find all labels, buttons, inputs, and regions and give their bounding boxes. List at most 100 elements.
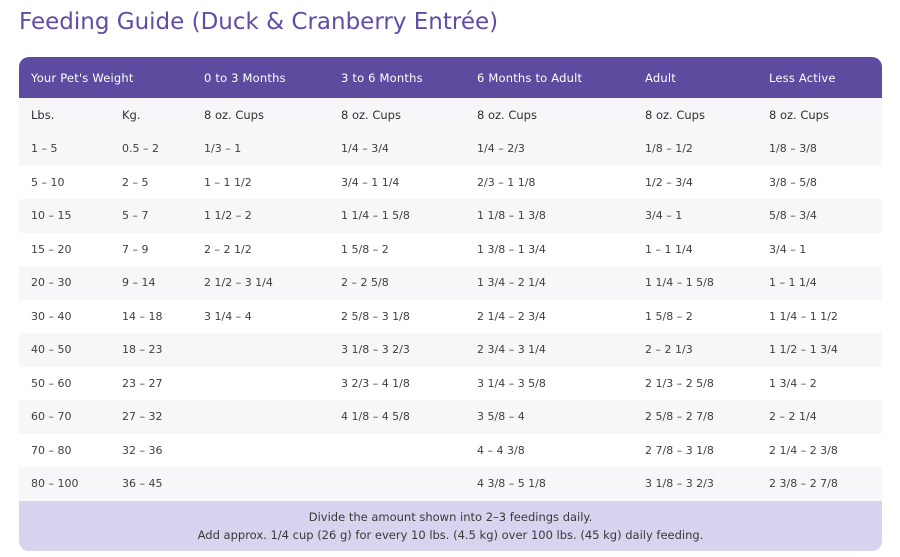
table-cell: 60 – 70	[31, 410, 72, 424]
table-cell: 1 1/4 – 1 5/8	[645, 276, 714, 290]
table-cell: 27 – 32	[122, 410, 163, 424]
table-cell: 1/3 – 1	[204, 142, 242, 156]
unit-kg: Kg.	[122, 108, 141, 122]
header-weight: Your Pet's Weight	[31, 70, 134, 85]
table-header-row: Your Pet's Weight 0 to 3 Months 3 to 6 M…	[19, 57, 882, 98]
table-row: 30 – 40 14 – 18 3 1/4 – 4 2 5/8 – 3 1/8 2 1/…	[19, 299, 882, 333]
table-cell: 2 – 2 1/4	[769, 410, 817, 424]
table-cell: 20 – 30	[31, 276, 72, 290]
table-cell: 2 3/8 – 2 7/8	[769, 477, 838, 491]
table-cell: 4 3/8 – 5 1/8	[477, 477, 546, 491]
unit-lbs: Lbs.	[31, 108, 55, 122]
table-cell: 4 1/8 – 4 5/8	[341, 410, 410, 424]
table-cell: 1/4 – 2/3	[477, 142, 525, 156]
table-row: 40 – 50 18 – 23 3 1/8 – 3 2/3 2 3/4 – 3 1/4…	[19, 333, 882, 367]
table-cell: 2 1/4 – 2 3/8	[769, 443, 838, 457]
table-units-row: Lbs. Kg. 8 oz. Cups 8 oz. Cups 8 oz. Cup…	[19, 98, 882, 132]
table-cell: 2 – 2 1/2	[204, 242, 252, 256]
header-less-active: Less Active	[769, 70, 836, 85]
table-cell: 1 5/8 – 2	[645, 309, 693, 323]
table-cell: 1 3/4 – 2	[769, 376, 817, 390]
table-cell: 2 – 5	[122, 175, 149, 189]
table-row: 70 – 80 32 – 36 4 – 4 3/8 2 7/8 – 3 1/8 2 1/…	[19, 433, 882, 467]
table-body: 1 – 5 0.5 – 2 1/3 – 1 1/4 – 3/4 1/4 – 2/3 1/8…	[19, 132, 882, 501]
table-footer-note: Divide the amount shown into 2–3 feeding…	[19, 500, 882, 551]
table-cell: 2 – 2 5/8	[341, 276, 389, 290]
table-cell: 9 – 14	[122, 276, 156, 290]
table-cell: 5 – 10	[31, 175, 65, 189]
table-cell: 3/4 – 1	[645, 209, 683, 223]
table-cell: 1/4 – 3/4	[341, 142, 389, 156]
table-cell: 2 – 2 1/3	[645, 343, 693, 357]
page-title: Feeding Guide (Duck & Cranberry Entrée)	[19, 9, 499, 35]
unit-cups: 8 oz. Cups	[645, 108, 705, 122]
table-cell: 5/8 – 3/4	[769, 209, 817, 223]
table-row: 80 – 100 36 – 45 4 3/8 – 5 1/8 3 1/8 – 3 2/…	[19, 467, 882, 501]
header-0-3-months: 0 to 3 Months	[204, 70, 286, 85]
table-cell: 2 1/4 – 2 3/4	[477, 309, 546, 323]
table-cell: 23 – 27	[122, 376, 163, 390]
table-cell: 7 – 9	[122, 242, 149, 256]
table-cell: 70 – 80	[31, 443, 72, 457]
table-row: 5 – 10 2 – 5 1 – 1 1/2 3/4 – 1 1/4 2/3 – 1 1…	[19, 165, 882, 199]
table-cell: 4 – 4 3/8	[477, 443, 525, 457]
table-cell: 3/8 – 5/8	[769, 175, 817, 189]
table-cell: 14 – 18	[122, 309, 163, 323]
table-cell: 18 – 23	[122, 343, 163, 357]
table-row: 1 – 5 0.5 – 2 1/3 – 1 1/4 – 3/4 1/4 – 2/3 1/8…	[19, 132, 882, 166]
table-cell: 3 1/8 – 3 2/3	[645, 477, 714, 491]
table-cell: 3 1/4 – 4	[204, 309, 252, 323]
table-cell: 1 1/4 – 1 1/2	[769, 309, 838, 323]
table-cell: 0.5 – 2	[122, 142, 159, 156]
table-row: 15 – 20 7 – 9 2 – 2 1/2 1 5/8 – 2 1 3/8 – 1 …	[19, 232, 882, 266]
table-cell: 10 – 15	[31, 209, 72, 223]
table-cell: 32 – 36	[122, 443, 163, 457]
table-cell: 1 – 1 1/4	[645, 242, 693, 256]
table-cell: 1/8 – 3/8	[769, 142, 817, 156]
footer-line-2: Add approx. 1/4 cup (26 g) for every 10 …	[197, 527, 704, 542]
footer-line-1: Divide the amount shown into 2–3 feeding…	[308, 509, 593, 524]
table-cell: 1/8 – 1/2	[645, 142, 693, 156]
header-adult: Adult	[645, 70, 676, 85]
table-cell: 1 3/8 – 1 3/4	[477, 242, 546, 256]
table-cell: 5 – 7	[122, 209, 149, 223]
table-row: 20 – 30 9 – 14 2 1/2 – 3 1/4 2 – 2 5/8 1 3/4…	[19, 266, 882, 300]
table-row: 50 – 60 23 – 27 3 2/3 – 4 1/8 3 1/4 – 3 5/8…	[19, 366, 882, 400]
table-cell: 3 2/3 – 4 1/8	[341, 376, 410, 390]
table-cell: 36 – 45	[122, 477, 163, 491]
table-row: 10 – 15 5 – 7 1 1/2 – 2 1 1/4 – 1 5/8 1 1/8 …	[19, 199, 882, 233]
unit-cups: 8 oz. Cups	[477, 108, 537, 122]
table-row: 60 – 70 27 – 32 4 1/8 – 4 5/8 3 5/8 – 4 2 5/…	[19, 400, 882, 434]
header-6-months-adult: 6 Months to Adult	[477, 70, 583, 85]
table-cell: 3/4 – 1 1/4	[341, 175, 400, 189]
table-cell: 1 – 5	[31, 142, 58, 156]
table-cell: 1/2 – 3/4	[645, 175, 693, 189]
table-cell: 2 5/8 – 3 1/8	[341, 309, 410, 323]
header-3-6-months: 3 to 6 Months	[341, 70, 423, 85]
table-cell: 1 3/4 – 2 1/4	[477, 276, 546, 290]
table-cell: 80 – 100	[31, 477, 79, 491]
table-cell: 2/3 – 1 1/8	[477, 175, 536, 189]
unit-cups: 8 oz. Cups	[341, 108, 401, 122]
table-cell: 30 – 40	[31, 309, 72, 323]
table-cell: 2 1/3 – 2 5/8	[645, 376, 714, 390]
table-cell: 40 – 50	[31, 343, 72, 357]
table-cell: 2 1/2 – 3 1/4	[204, 276, 273, 290]
table-cell: 3 1/4 – 3 5/8	[477, 376, 546, 390]
table-cell: 2 5/8 – 2 7/8	[645, 410, 714, 424]
table-cell: 50 – 60	[31, 376, 72, 390]
table-cell: 1 1/2 – 1 3/4	[769, 343, 838, 357]
table-cell: 3 1/8 – 3 2/3	[341, 343, 410, 357]
table-cell: 3 5/8 – 4	[477, 410, 525, 424]
table-cell: 1 1/8 – 1 3/8	[477, 209, 546, 223]
table-cell: 1 – 1 1/4	[769, 276, 817, 290]
table-cell: 2 7/8 – 3 1/8	[645, 443, 714, 457]
table-cell: 1 5/8 – 2	[341, 242, 389, 256]
table-cell: 15 – 20	[31, 242, 72, 256]
table-cell: 1 1/4 – 1 5/8	[341, 209, 410, 223]
feeding-table: Your Pet's Weight 0 to 3 Months 3 to 6 M…	[19, 57, 882, 551]
unit-cups: 8 oz. Cups	[204, 108, 264, 122]
unit-cups: 8 oz. Cups	[769, 108, 829, 122]
table-cell: 2 3/4 – 3 1/4	[477, 343, 546, 357]
table-cell: 1 – 1 1/2	[204, 175, 252, 189]
